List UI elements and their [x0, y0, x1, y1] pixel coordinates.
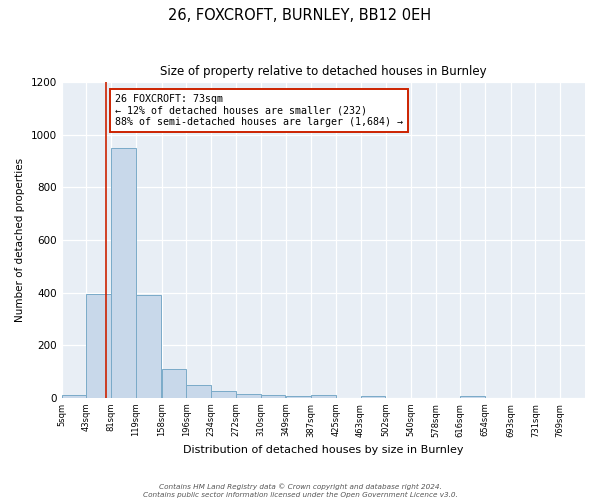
- Bar: [236, 394, 260, 398]
- Bar: [361, 396, 385, 398]
- Bar: [460, 396, 485, 398]
- Bar: [187, 384, 211, 398]
- Y-axis label: Number of detached properties: Number of detached properties: [15, 158, 25, 322]
- X-axis label: Distribution of detached houses by size in Burnley: Distribution of detached houses by size …: [183, 445, 464, 455]
- Text: Contains HM Land Registry data © Crown copyright and database right 2024.
Contai: Contains HM Land Registry data © Crown c…: [143, 484, 457, 498]
- Bar: [62, 395, 86, 398]
- Text: 26, FOXCROFT, BURNLEY, BB12 0EH: 26, FOXCROFT, BURNLEY, BB12 0EH: [169, 8, 431, 22]
- Bar: [286, 396, 311, 398]
- Bar: [211, 391, 236, 398]
- Bar: [260, 395, 286, 398]
- Bar: [311, 395, 336, 398]
- Bar: [86, 294, 111, 398]
- Text: 26 FOXCROFT: 73sqm
← 12% of detached houses are smaller (232)
88% of semi-detach: 26 FOXCROFT: 73sqm ← 12% of detached hou…: [115, 94, 403, 127]
- Bar: [136, 295, 161, 398]
- Bar: [111, 148, 136, 398]
- Bar: [161, 369, 187, 398]
- Title: Size of property relative to detached houses in Burnley: Size of property relative to detached ho…: [160, 65, 487, 78]
